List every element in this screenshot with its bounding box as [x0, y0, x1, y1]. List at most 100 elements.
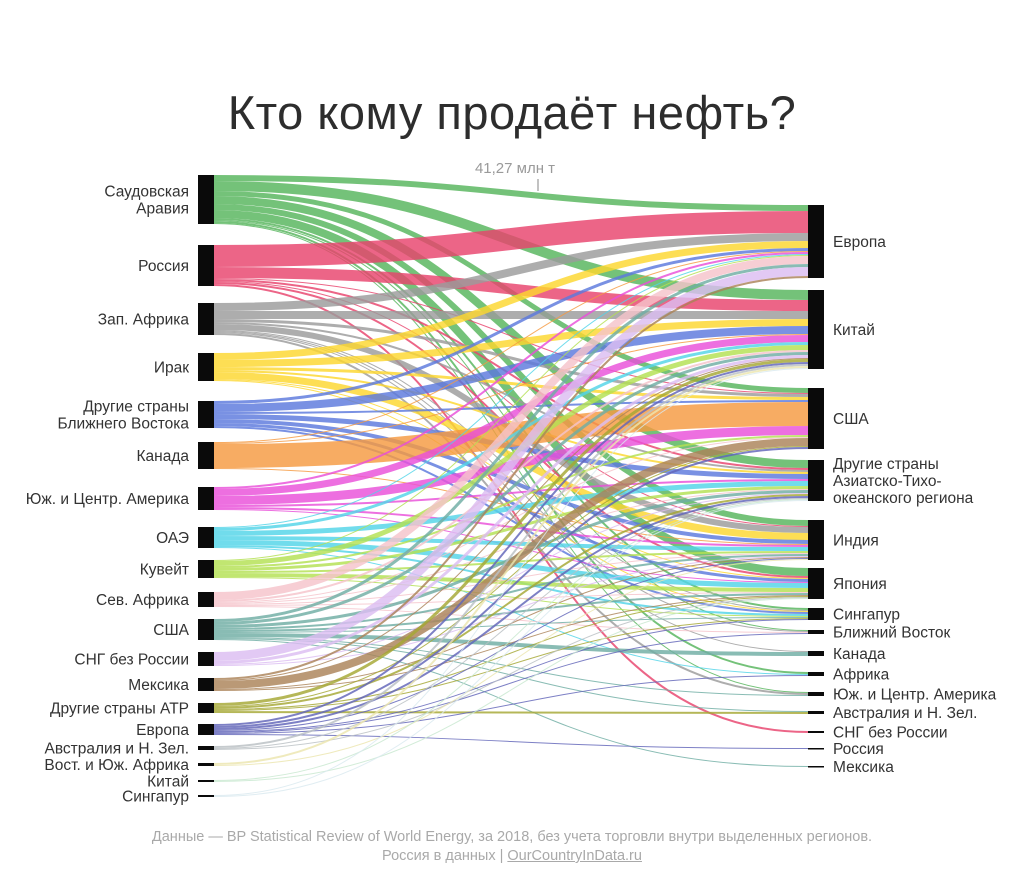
flow-aus-t_chn: [213, 364, 809, 748]
footer-site-link[interactable]: OurCountryInData.ru: [507, 848, 642, 864]
flow-waf-t_eur: [213, 233, 809, 311]
label-sgp: Сингапур: [122, 788, 189, 805]
label-t_jpn: Япония: [833, 576, 887, 593]
label-t_cis: СНГ без России: [833, 724, 948, 741]
footer: Данные — BP Statistical Review of World …: [0, 828, 1024, 866]
flow-kuw-t_eur: [213, 255, 809, 561]
node-oapr: [198, 703, 214, 713]
flow-eur-t_ind: [213, 558, 809, 731]
flow-oapr-t_usa: [213, 446, 809, 707]
flow-ru-t_usa: [213, 278, 809, 394]
label-sca: Юж. и Центр. Америка: [26, 491, 190, 508]
footer-source-line: Данные — BP Statistical Review of World …: [151, 829, 873, 845]
node-sca: [198, 487, 214, 510]
label-t_eur: Европа: [833, 234, 886, 251]
node-sa: [198, 175, 214, 224]
label-can: Канада: [137, 448, 190, 465]
flow-sca-t_oap: [213, 479, 809, 507]
flow-naf-t_chn: [213, 350, 809, 602]
node-ru: [198, 245, 214, 286]
node-eur: [198, 724, 214, 735]
flow-esaf-t_ind: [213, 559, 809, 766]
flow-naf-t_jpn: [213, 592, 809, 606]
node-t_aus: [808, 711, 824, 714]
node-t_ru: [808, 748, 824, 750]
node-kuw: [198, 560, 214, 578]
label-t_mex: Мексика: [833, 759, 894, 776]
flow-cis-t_eur: [213, 267, 809, 661]
node-irq: [198, 353, 214, 381]
label-t_oap: Другие страны Азиатско-Тихо-океанского ре…: [833, 456, 974, 507]
flow-irq-t_usa: [213, 367, 809, 400]
flow-kuw-t_chn: [213, 345, 809, 566]
node-can: [198, 442, 214, 469]
label-t_usa: США: [833, 411, 869, 428]
label-t_aus: Австралия и Н. Зел.: [833, 705, 977, 722]
flow-irq-t_eur: [213, 241, 809, 360]
label-irq: Ирак: [154, 359, 189, 376]
label-aus: Австралия и Н. Зел.: [45, 740, 189, 757]
label-usa: США: [153, 622, 189, 639]
label-ru: Россия: [138, 258, 189, 275]
flow-mex-t_usa: [213, 438, 809, 689]
flow-ome-t_chn: [213, 326, 809, 412]
node-t_sgp: [808, 608, 824, 620]
flow-naf-t_eur: [213, 256, 809, 600]
flow-ru-t_chn: [213, 267, 809, 311]
node-sgp: [198, 795, 214, 797]
node-ome: [198, 401, 214, 428]
node-cis: [198, 652, 214, 666]
flow-eur-t_oap: [213, 496, 809, 730]
node-aus: [198, 746, 214, 750]
flow-ome-t_ind: [213, 419, 809, 544]
label-cis: СНГ без России: [74, 651, 189, 668]
label-t_ru: Россия: [833, 741, 884, 758]
label-eur: Европа: [136, 722, 189, 739]
label-t_sgp: Сингапур: [833, 606, 900, 623]
footer-credit-line: Россия в данных | OurCountryInData.ru: [0, 847, 1024, 866]
flow-usa-t_sca: [213, 637, 809, 696]
flow-ome-t_eur: [213, 248, 809, 404]
node-t_eur: [808, 205, 824, 278]
node-t_sca: [808, 692, 824, 696]
node-naf: [198, 592, 214, 607]
label-uae: ОАЭ: [156, 530, 189, 547]
label-t_sca: Юж. и Центр. Америка: [833, 686, 997, 703]
flow-ru-t_eur: [213, 211, 809, 267]
flow-aus-t_oap: [213, 498, 809, 749]
node-t_mex: [808, 766, 824, 768]
node-t_afr: [808, 672, 824, 676]
flow-kuw-t_usa: [213, 435, 809, 568]
flow-eur-t_chn: [213, 362, 809, 726]
flow-uae-t_eur: [213, 254, 809, 528]
flow-naf-t_oap: [213, 489, 809, 604]
flow-cis-t_chn: [213, 355, 809, 664]
label-t_afr: Африка: [833, 666, 890, 683]
node-chn: [198, 780, 214, 782]
label-sa: Саудовская Аравия: [104, 183, 189, 217]
label-esaf: Вост. и Юж. Африка: [44, 757, 189, 774]
label-mex: Мексика: [128, 677, 189, 694]
node-t_cis: [808, 731, 824, 733]
flow-oapr-t_chn: [213, 359, 809, 706]
label-t_ind: Индия: [833, 532, 879, 549]
label-t_chn: Китай: [833, 322, 875, 339]
flow-sca-t_eur: [213, 252, 809, 489]
flow-mex-t_eur: [213, 276, 809, 680]
flow-naf-t_me: [213, 606, 809, 633]
flow-sca-t_chn: [213, 335, 809, 496]
node-t_me: [808, 630, 824, 634]
flow-usa-t_chn: [213, 352, 809, 625]
flow-can-t_eur: [213, 251, 809, 443]
flow-waf-t_sca: [213, 333, 809, 695]
flow-cis-t_oap: [213, 493, 809, 665]
flow-sa-t_oap: [213, 196, 809, 468]
node-waf: [198, 303, 214, 335]
node-t_jpn: [808, 568, 824, 599]
flow-sa-t_jpn: [213, 210, 809, 576]
label-oapr: Другие страны АТР: [50, 700, 189, 717]
flow-kuw-t_oap: [213, 486, 809, 571]
label-waf: Зап. Африка: [98, 311, 190, 328]
